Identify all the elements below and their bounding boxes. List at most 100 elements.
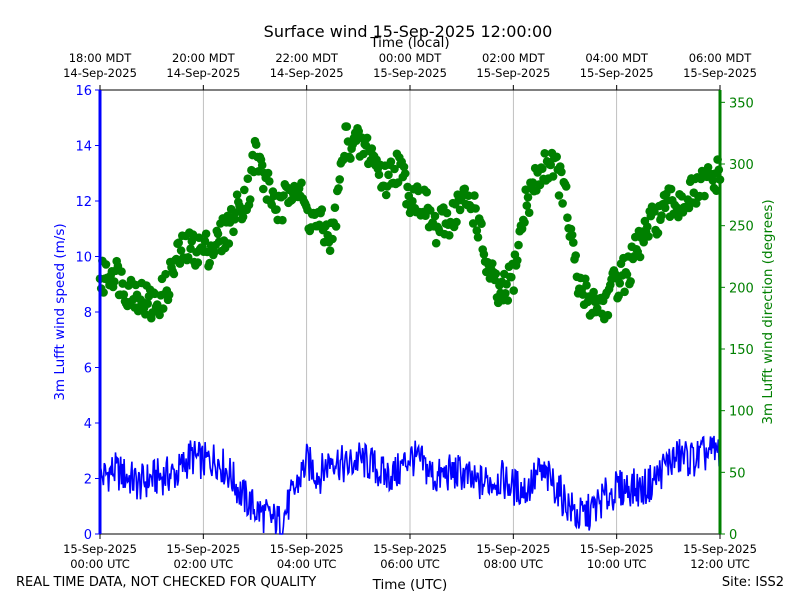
direction-point xyxy=(513,256,522,265)
right-y-tick-label: 350 xyxy=(729,96,754,111)
direction-point xyxy=(622,270,632,279)
direction-point xyxy=(238,212,248,222)
top-x-tick-label-time: 00:00 MDT xyxy=(379,51,443,65)
direction-point xyxy=(330,203,340,212)
direction-point xyxy=(524,208,534,217)
direction-point xyxy=(278,215,287,225)
right-y-tick-label: 50 xyxy=(729,466,746,481)
speed-series-line xyxy=(99,435,721,535)
right-y-tick-label: 250 xyxy=(729,220,754,235)
direction-point xyxy=(540,149,549,158)
direction-point xyxy=(400,169,410,178)
direction-point xyxy=(272,205,281,214)
direction-point xyxy=(200,236,210,246)
direction-point xyxy=(335,175,345,184)
direction-point xyxy=(158,304,168,313)
direction-point xyxy=(552,152,561,162)
direction-point xyxy=(615,279,625,288)
direction-point xyxy=(442,208,452,218)
top-x-tick-label-time: 20:00 MDT xyxy=(172,51,236,65)
direction-point xyxy=(381,190,391,200)
direction-point xyxy=(650,207,659,216)
top-x-tick-label-time: 04:00 MDT xyxy=(585,51,649,65)
direction-point xyxy=(117,267,126,276)
direction-point xyxy=(297,178,306,188)
direction-point xyxy=(582,281,591,290)
top-x-tick-label-time: 22:00 MDT xyxy=(275,51,339,65)
direction-point xyxy=(331,222,341,231)
direction-point xyxy=(187,237,197,246)
direction-point xyxy=(201,229,211,239)
direction-point xyxy=(279,191,288,200)
left-y-tick-label: 16 xyxy=(75,84,92,99)
left-y-tick-label: 14 xyxy=(75,140,92,155)
direction-point xyxy=(581,274,590,284)
direction-point xyxy=(119,290,129,299)
direction-point xyxy=(639,237,648,247)
direction-point xyxy=(408,196,417,206)
direction-point xyxy=(557,167,566,177)
direction-point xyxy=(328,234,337,244)
direction-point xyxy=(653,228,663,238)
direction-point xyxy=(569,238,578,247)
direction-point xyxy=(657,211,666,220)
direction-point xyxy=(213,229,223,239)
direction-point xyxy=(538,164,547,173)
left-y-tick-label: 2 xyxy=(84,473,92,488)
direction-point xyxy=(317,205,327,214)
direction-point xyxy=(390,164,399,174)
top-x-tick-label-date: 14-Sep-2025 xyxy=(270,66,344,80)
bottom-x-tick-label-time: 00:00 UTC xyxy=(70,557,130,571)
left-y-axis-label: 3m Lufft wind speed (m/s) xyxy=(52,223,68,400)
direction-point xyxy=(346,154,355,163)
bottom-x-tick-label-time: 06:00 UTC xyxy=(380,557,440,571)
bottom-x-tick-label-date: 15-Sep-2025 xyxy=(580,542,654,556)
direction-point xyxy=(502,280,511,289)
direction-point xyxy=(386,157,396,166)
bottom-x-tick-label-date: 15-Sep-2025 xyxy=(166,542,240,556)
direction-point xyxy=(230,215,239,224)
bottom-x-tick-label-time: 08:00 UTC xyxy=(484,557,544,571)
direction-point xyxy=(700,191,709,201)
direction-point xyxy=(183,252,193,262)
direction-point xyxy=(164,290,174,300)
bottom-x-tick-label-date: 15-Sep-2025 xyxy=(683,542,757,556)
direction-point xyxy=(445,231,454,240)
direction-point xyxy=(522,201,532,210)
top-x-axis-label: Time (local) xyxy=(369,35,449,51)
direction-point xyxy=(479,250,489,259)
direction-point xyxy=(488,259,497,268)
direction-point xyxy=(342,122,352,131)
direction-point xyxy=(554,191,564,200)
direction-point xyxy=(470,191,479,200)
direction-point xyxy=(644,232,653,241)
direction-point xyxy=(210,247,219,257)
bottom-x-tick-label-date: 15-Sep-2025 xyxy=(373,542,447,556)
direction-point xyxy=(468,219,478,228)
footer-disclaimer: REAL TIME DATA, NOT CHECKED FOR QUALITY xyxy=(16,575,317,590)
direction-point xyxy=(452,217,461,227)
direction-point xyxy=(422,187,432,197)
bottom-x-tick-label-time: 10:00 UTC xyxy=(587,557,647,571)
direction-point xyxy=(265,177,274,186)
direction-point xyxy=(259,184,268,194)
direction-point xyxy=(603,310,613,320)
direction-point xyxy=(660,203,670,213)
direction-point xyxy=(507,272,516,282)
left-y-tick-label: 10 xyxy=(75,251,92,266)
direction-point xyxy=(205,258,214,268)
direction-point xyxy=(143,299,152,309)
bottom-x-tick-label-date: 15-Sep-2025 xyxy=(63,542,137,556)
direction-point xyxy=(169,269,179,279)
left-y-tick-label: 12 xyxy=(75,195,92,210)
direction-point xyxy=(464,191,473,200)
direction-point xyxy=(708,176,718,185)
bottom-x-axis-label: Time (UTC) xyxy=(372,577,448,593)
direction-point xyxy=(101,260,111,269)
direction-point xyxy=(472,226,482,235)
direction-point xyxy=(460,184,470,194)
right-y-tick-label: 150 xyxy=(729,343,754,358)
direction-point xyxy=(399,162,409,172)
direction-point xyxy=(477,219,486,228)
